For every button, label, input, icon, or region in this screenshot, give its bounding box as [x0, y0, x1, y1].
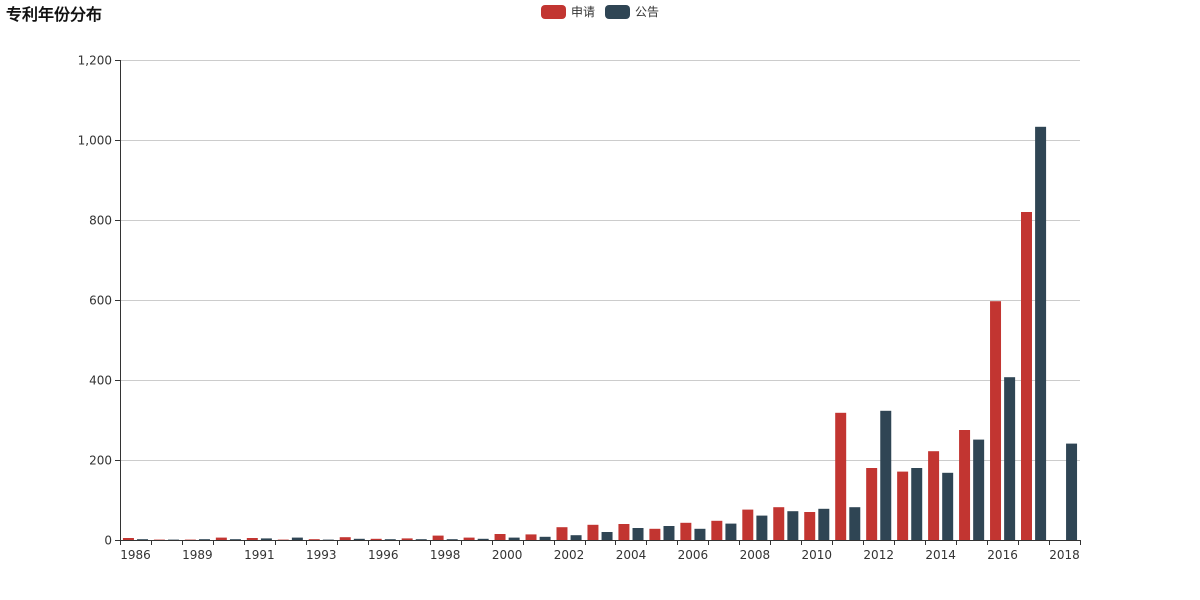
legend-label-apply: 申请	[570, 5, 595, 19]
bar-apply	[618, 524, 630, 540]
legend-label-publish: 公告	[635, 5, 660, 19]
x-tick-label: 1986	[120, 548, 151, 562]
y-tick-label: 1,200	[78, 54, 112, 68]
bar-apply	[308, 539, 320, 540]
bar-apply	[122, 538, 134, 540]
bar-publish	[663, 526, 675, 540]
bar-publish	[942, 472, 954, 540]
legend: 申请 公告	[0, 4, 1200, 20]
bar-publish	[384, 539, 396, 540]
bar-apply	[494, 534, 506, 540]
x-tick-label: 1998	[430, 548, 461, 562]
bar-apply	[432, 535, 444, 540]
bar-apply	[866, 468, 878, 540]
grid-lines	[120, 60, 1080, 461]
bar-publish	[508, 537, 520, 540]
y-tick-label: 800	[89, 214, 112, 228]
bar-publish	[353, 538, 365, 540]
x-tick-label: 2018	[1049, 548, 1080, 562]
bar-apply	[773, 507, 785, 540]
bar-publish	[1035, 126, 1047, 541]
x-tick-label: 1991	[244, 548, 275, 562]
chart-title: 专利年份分布	[6, 5, 103, 24]
bar-publish	[973, 439, 985, 540]
legend-item-publish[interactable]: 公告	[605, 4, 659, 20]
x-tick-label: 2014	[925, 548, 956, 562]
bar-publish	[601, 532, 613, 540]
bar-publish	[415, 539, 427, 540]
bar-apply	[990, 301, 1002, 540]
bar-apply	[215, 537, 227, 540]
bar-apply	[742, 509, 754, 540]
bar-apply	[587, 524, 599, 540]
x-tick-label: 1993	[306, 548, 337, 562]
bar-publish	[446, 539, 458, 540]
bar-publish	[539, 536, 551, 540]
bar-publish	[787, 511, 799, 540]
x-tick-label: 2008	[740, 548, 771, 562]
legend-swatch-publish	[605, 5, 630, 19]
axes: 0 200 400 600 800 1,000 1,200 1986 1989 1991 1993 1…	[78, 54, 1081, 562]
bar-publish	[632, 528, 644, 540]
bar-apply	[711, 520, 723, 540]
bar-apply	[556, 527, 568, 540]
bar-publish	[880, 410, 892, 540]
bar-publish	[137, 539, 149, 540]
bar-apply	[525, 534, 537, 540]
bar-publish	[570, 535, 582, 540]
bar-apply	[401, 538, 413, 540]
x-tick-label: 2002	[554, 548, 585, 562]
x-tick-label: 1996	[368, 548, 399, 562]
bar-apply	[1021, 212, 1032, 540]
bar-apply	[928, 451, 940, 540]
bar-publish	[849, 507, 861, 540]
bar-apply	[370, 538, 382, 540]
y-tick-label: 200	[89, 454, 112, 468]
x-tick-label: 2004	[616, 548, 647, 562]
bar-publish	[725, 523, 737, 540]
bar-apply	[959, 430, 971, 540]
bar-apply	[463, 537, 475, 540]
bar-publish	[756, 515, 768, 540]
bar-publish	[477, 538, 489, 540]
bar-apply	[339, 537, 351, 540]
y-tick-label: 600	[89, 294, 112, 308]
bar-publish	[694, 528, 706, 540]
bar-apply	[897, 471, 909, 540]
legend-item-apply[interactable]: 申请	[540, 4, 595, 20]
bar-publish	[911, 468, 923, 540]
bar-apply	[649, 528, 661, 540]
bar-publish	[229, 539, 241, 540]
bar-apply	[246, 538, 258, 540]
y-tick-label: 400	[89, 374, 112, 388]
x-tick-label: 2012	[863, 548, 894, 562]
x-tick-label: 2010	[801, 548, 832, 562]
x-tick-label: 2006	[678, 548, 709, 562]
bar-apply	[680, 522, 692, 540]
bars	[122, 126, 1078, 541]
y-tick-label: 0	[104, 534, 112, 548]
bar-publish	[1066, 443, 1078, 540]
y-tick-label: 1,000	[78, 134, 112, 148]
bar-publish	[198, 539, 210, 540]
x-tick-label: 2000	[492, 548, 523, 562]
x-tick-label: 2016	[987, 548, 1018, 562]
bar-publish	[260, 538, 272, 540]
bar-apply	[835, 412, 847, 540]
legend-swatch-apply	[540, 5, 566, 19]
x-tick-label: 1989	[182, 548, 213, 562]
bar-publish	[1004, 377, 1016, 540]
bar-apply	[804, 512, 816, 540]
bar-publish	[291, 537, 303, 540]
bar-publish	[818, 508, 830, 540]
